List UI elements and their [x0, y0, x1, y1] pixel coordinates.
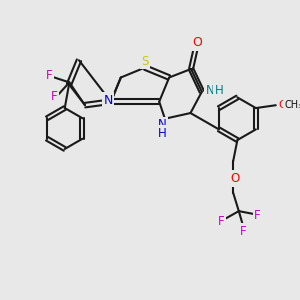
Text: O: O: [230, 172, 239, 185]
Text: F: F: [218, 215, 224, 228]
Text: N: N: [206, 84, 215, 97]
Text: CH₃: CH₃: [284, 100, 300, 110]
Text: N: N: [103, 94, 113, 107]
Text: N: N: [158, 118, 167, 131]
Text: H: H: [158, 127, 167, 140]
Text: F: F: [240, 224, 246, 238]
Text: O: O: [278, 100, 287, 110]
Text: F: F: [254, 209, 261, 222]
Text: S: S: [141, 55, 149, 68]
Text: H: H: [215, 84, 224, 97]
Text: O: O: [193, 36, 202, 49]
Text: F: F: [46, 69, 53, 82]
Text: F: F: [51, 90, 58, 103]
